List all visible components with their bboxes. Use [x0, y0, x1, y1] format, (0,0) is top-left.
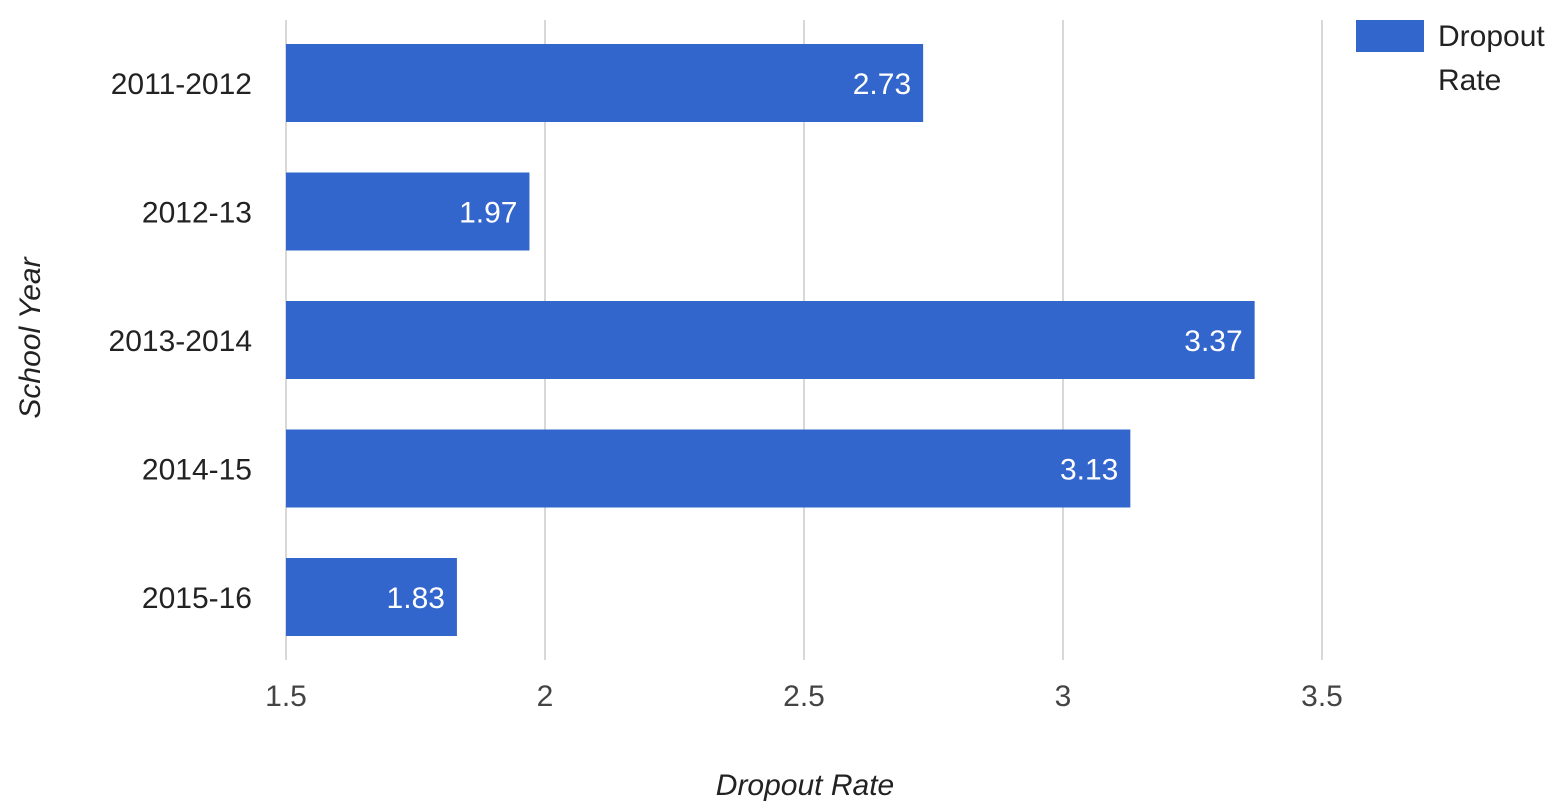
- bars: [286, 44, 1255, 636]
- category-label: 2015-16: [142, 582, 252, 615]
- data-label: 1.97: [459, 197, 517, 230]
- x-tick-label: 3: [1055, 680, 1072, 713]
- x-tick-labels: 1.5 2 2.5 3 3.5: [265, 680, 1343, 713]
- bar-2012-13: [286, 172, 530, 251]
- category-label: 2011-2012: [111, 68, 252, 101]
- category-label: 2014-15: [142, 454, 252, 487]
- legend: Dropout Rate: [1356, 20, 1545, 97]
- x-tick-label: 2.5: [783, 680, 825, 713]
- x-tick-label: 2: [537, 680, 554, 713]
- category-labels: 2011-2012 2012-13 2013-2014 2014-15 2015-16: [109, 68, 252, 615]
- x-axis-title: Dropout Rate: [716, 769, 894, 802]
- legend-label-line-2: Rate: [1438, 64, 1501, 97]
- bar-2015-16: [286, 558, 457, 636]
- data-label: 3.13: [1060, 454, 1118, 487]
- category-label: 2013-2014: [109, 325, 252, 358]
- y-axis-title: School Year: [14, 256, 47, 418]
- legend-label-line-1: Dropout: [1438, 20, 1545, 53]
- x-tick-label: 1.5: [265, 680, 307, 713]
- data-label: 2.73: [853, 68, 911, 101]
- data-labels: 2.73 1.97 3.37 3.13 1.83: [387, 68, 1243, 615]
- x-tick-label: 3.5: [1301, 680, 1343, 713]
- bar-2013-2014: [286, 301, 1255, 379]
- data-label: 1.83: [387, 582, 445, 615]
- legend-swatch: [1356, 20, 1424, 52]
- bar-2011-2012: [286, 44, 924, 122]
- data-label: 3.37: [1184, 325, 1242, 358]
- category-label: 2012-13: [142, 197, 252, 230]
- bar-2014-15: [286, 429, 1131, 508]
